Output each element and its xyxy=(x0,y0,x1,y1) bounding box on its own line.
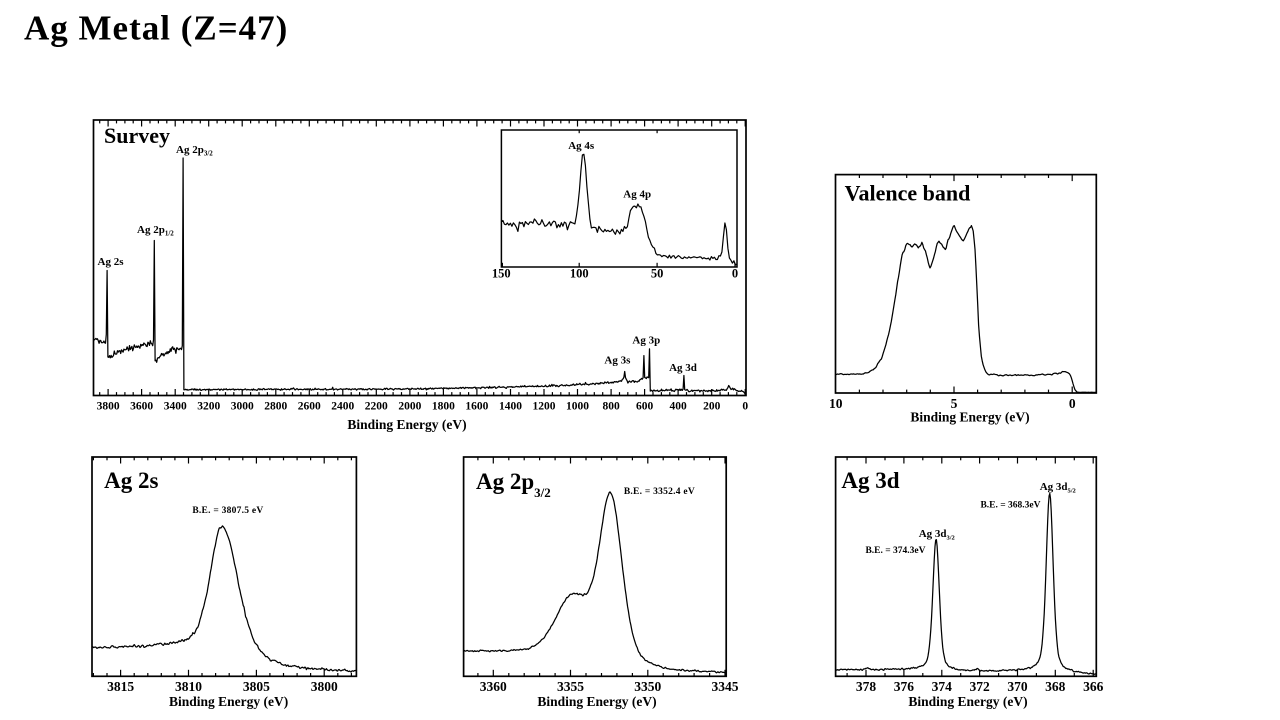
svg-text:368: 368 xyxy=(1045,679,1066,694)
svg-text:Valence band: Valence band xyxy=(845,181,971,206)
svg-text:Ag 4s: Ag 4s xyxy=(568,140,595,152)
svg-text:Binding Energy (eV): Binding Energy (eV) xyxy=(169,694,288,709)
svg-text:B.E. = 374.3eV: B.E. = 374.3eV xyxy=(865,546,925,556)
svg-text:370: 370 xyxy=(1007,679,1028,694)
svg-text:Ag Metal (Z=47): Ag Metal (Z=47) xyxy=(24,9,288,48)
svg-text:Ag 3d: Ag 3d xyxy=(841,468,899,493)
svg-text:400: 400 xyxy=(669,401,687,413)
svg-text:366: 366 xyxy=(1083,679,1104,694)
svg-text:B.E. = 3352.4 eV: B.E. = 3352.4 eV xyxy=(624,487,695,497)
svg-text:Binding Energy (eV): Binding Energy (eV) xyxy=(537,694,656,709)
svg-text:50: 50 xyxy=(651,267,664,281)
svg-text:2000: 2000 xyxy=(398,401,421,413)
svg-text:3345: 3345 xyxy=(712,679,739,694)
svg-text:Binding Energy (eV): Binding Energy (eV) xyxy=(910,410,1029,425)
svg-text:3200: 3200 xyxy=(197,401,220,413)
svg-text:1600: 1600 xyxy=(465,401,488,413)
svg-text:Ag 3d: Ag 3d xyxy=(669,362,697,374)
svg-text:1000: 1000 xyxy=(566,401,589,413)
svg-text:3600: 3600 xyxy=(130,401,153,413)
svg-text:2200: 2200 xyxy=(365,401,388,413)
svg-text:Binding Energy (eV): Binding Energy (eV) xyxy=(347,417,466,432)
svg-text:0: 0 xyxy=(1069,396,1076,411)
svg-text:3815: 3815 xyxy=(107,679,134,694)
svg-text:2400: 2400 xyxy=(331,401,354,413)
svg-text:Ag 4p: Ag 4p xyxy=(623,189,651,201)
svg-text:1400: 1400 xyxy=(499,401,522,413)
svg-text:600: 600 xyxy=(636,401,654,413)
svg-text:800: 800 xyxy=(602,401,620,413)
svg-text:1800: 1800 xyxy=(432,401,455,413)
svg-text:Binding Energy (eV): Binding Energy (eV) xyxy=(908,694,1027,709)
svg-text:3355: 3355 xyxy=(557,679,584,694)
svg-text:3000: 3000 xyxy=(231,401,254,413)
svg-text:B.E. = 3807.5 eV: B.E. = 3807.5 eV xyxy=(192,506,263,516)
svg-text:B.E. = 368.3eV: B.E. = 368.3eV xyxy=(980,500,1040,510)
svg-text:376: 376 xyxy=(894,679,915,694)
svg-text:10: 10 xyxy=(829,396,843,411)
svg-text:3800: 3800 xyxy=(97,401,120,413)
svg-text:5: 5 xyxy=(951,396,958,411)
svg-text:200: 200 xyxy=(703,401,721,413)
svg-text:374: 374 xyxy=(932,679,953,694)
svg-text:Ag 2s: Ag 2s xyxy=(98,256,125,268)
svg-text:2800: 2800 xyxy=(264,401,287,413)
svg-text:Ag 3d5/2: Ag 3d5/2 xyxy=(1040,481,1076,495)
svg-text:3810: 3810 xyxy=(175,679,202,694)
svg-text:3350: 3350 xyxy=(634,679,661,694)
svg-text:Survey: Survey xyxy=(104,123,170,148)
svg-text:0: 0 xyxy=(732,267,738,281)
svg-text:2600: 2600 xyxy=(298,401,321,413)
svg-text:1200: 1200 xyxy=(533,401,556,413)
svg-text:372: 372 xyxy=(969,679,990,694)
svg-text:Ag 3d3/2: Ag 3d3/2 xyxy=(919,528,955,542)
svg-text:Ag 3p: Ag 3p xyxy=(632,335,660,347)
svg-text:3800: 3800 xyxy=(311,679,338,694)
svg-text:378: 378 xyxy=(856,679,877,694)
svg-text:Ag 2s: Ag 2s xyxy=(104,468,158,493)
svg-text:100: 100 xyxy=(570,267,589,281)
svg-text:3805: 3805 xyxy=(243,679,270,694)
svg-text:3360: 3360 xyxy=(480,679,507,694)
svg-text:0: 0 xyxy=(742,401,748,413)
svg-text:Ag 3s: Ag 3s xyxy=(604,355,631,367)
svg-text:3400: 3400 xyxy=(164,401,187,413)
svg-text:150: 150 xyxy=(492,267,511,281)
